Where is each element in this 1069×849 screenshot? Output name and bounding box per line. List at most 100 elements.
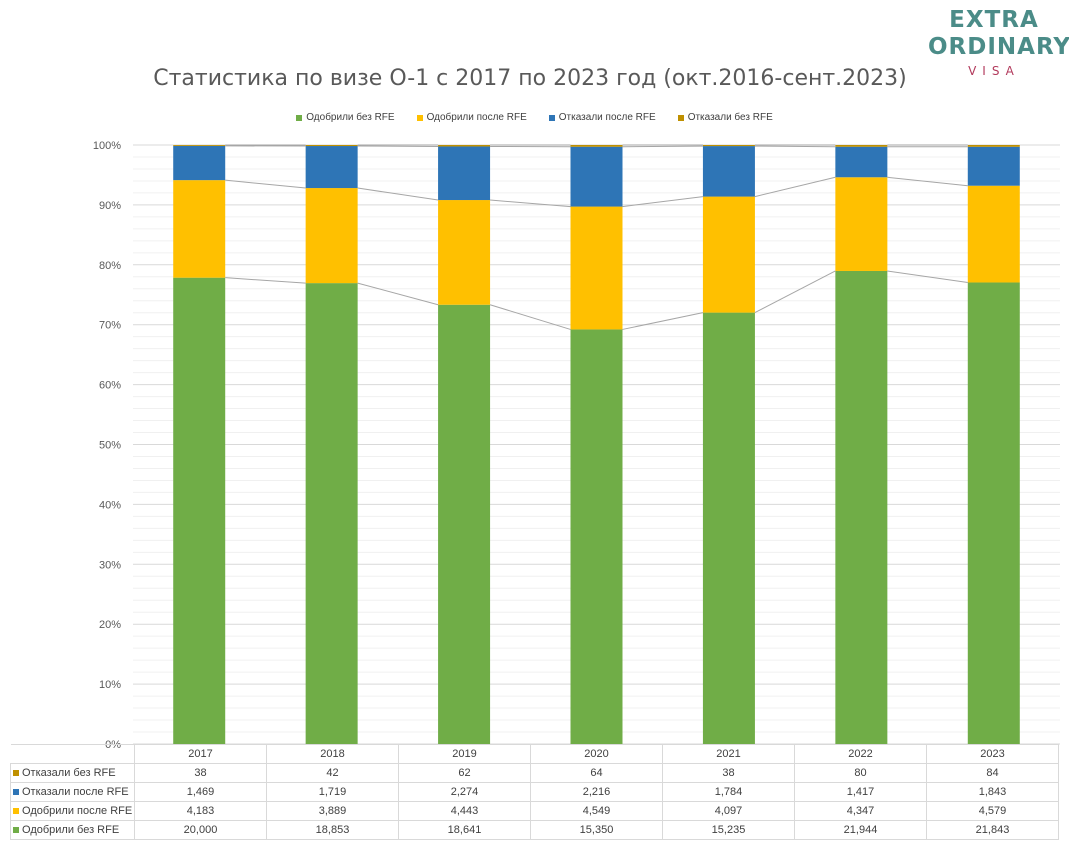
series-line [225, 179, 306, 189]
data-table-row-label-text: Одобрили после RFE [22, 805, 133, 817]
y-tick-label: 30% [99, 559, 121, 571]
legend-item: Одобрили без RFE [296, 112, 395, 123]
series-line [490, 199, 571, 208]
bar-segment [305, 146, 358, 189]
bar-segment [967, 146, 1020, 186]
data-table-row-label: Отказали после RFE [10, 782, 135, 802]
series-line [887, 270, 968, 283]
bar-segment [173, 145, 226, 146]
data-table-row-label: Одобрили после RFE [10, 801, 135, 821]
bar-segment [702, 145, 755, 147]
bar-segment [835, 177, 888, 271]
y-tick-label: 50% [99, 440, 121, 452]
data-table-row-approved-after-rfe: Одобрили после RFE 4,183 3,889 4,443 4,5… [10, 801, 1059, 821]
bar-segment [835, 146, 888, 178]
legend-key-denied-no-rfe [13, 770, 19, 777]
legend-key-approved-no-rfe [13, 827, 19, 834]
bar-segment [570, 146, 623, 207]
legend-label-approved-no-rfe: Одобрили без RFE [306, 112, 395, 123]
data-table-cell: 2,216 [530, 782, 663, 802]
legend-swatch-approved-no-rfe [296, 114, 303, 121]
legend-key-approved-after-rfe [13, 808, 19, 815]
y-tick-label: 70% [99, 320, 121, 332]
series-line [489, 304, 571, 330]
data-table-row-label-text: Отказали после RFE [22, 786, 129, 798]
data-table-row-label: Отказали без RFE [10, 763, 135, 783]
data-table-cell: 4,549 [530, 801, 663, 821]
bar-segment [702, 312, 755, 744]
bar-segment [438, 146, 491, 201]
bar-segment [570, 206, 623, 330]
data-table-row-denied-no-rfe: Отказали без RFE 38 42 62 64 38 80 84 [10, 763, 1059, 783]
data-table-category: 2021 [662, 744, 795, 764]
data-table-row-denied-after-rfe: Отказали после RFE 1,469 1,719 2,274 2,2… [10, 782, 1059, 802]
bar-segment [967, 145, 1020, 147]
bar-segment [438, 145, 491, 147]
data-table-cell: 62 [398, 763, 531, 783]
data-table-row-approved-no-rfe: Одобрили без RFE 20,000 18,853 18,641 15… [10, 820, 1059, 840]
bar-segment [305, 283, 358, 744]
y-tick-label: 10% [99, 679, 121, 691]
y-tick-label: 80% [99, 260, 121, 272]
series-line [357, 187, 439, 201]
chart-legend: Одобрили без RFE Одобрили после RFE Отка… [0, 112, 1069, 123]
data-table-cell: 15,350 [530, 820, 663, 840]
data-table-corner [10, 744, 135, 764]
series-line [754, 176, 836, 198]
legend-key-denied-after-rfe [13, 789, 19, 796]
brand-logo: EXTRA ORDINARY VISA [928, 6, 1069, 78]
data-table-cell: 3,889 [266, 801, 399, 821]
chart-title: Статистика по визе O-1 с 2017 по 2023 го… [153, 66, 907, 91]
bar-segment [438, 200, 491, 305]
y-tick-label: 100% [93, 140, 121, 152]
data-table-cell: 4,579 [926, 801, 1059, 821]
data-table-category: 2018 [266, 744, 399, 764]
series-line [225, 277, 306, 284]
data-table-cell: 4,183 [134, 801, 267, 821]
brand-logo-line1: EXTRA [949, 7, 1039, 33]
data-table-cell: 21,944 [794, 820, 927, 840]
data-table-cell: 4,097 [662, 801, 795, 821]
y-tick-label: 60% [99, 380, 121, 392]
data-table-cell: 18,641 [398, 820, 531, 840]
y-tick-label: 90% [99, 200, 121, 212]
bar-segment [702, 196, 755, 313]
data-table-cell: 20,000 [134, 820, 267, 840]
data-table-cell: 42 [266, 763, 399, 783]
data-table-cell: 80 [794, 763, 927, 783]
legend-label-denied-no-rfe: Отказали без RFE [687, 112, 773, 123]
data-table-cell: 18,853 [266, 820, 399, 840]
y-tick-label: 40% [99, 499, 121, 511]
bar-segment [173, 277, 226, 744]
data-table-cell: 84 [926, 763, 1059, 783]
series-line [622, 145, 703, 148]
brand-logo-line3: VISA [968, 64, 1020, 78]
bar-segment [570, 145, 623, 147]
bar-segment [702, 146, 755, 197]
legend-item: Отказали после RFE [548, 112, 656, 123]
data-table-cell: 21,843 [926, 820, 1059, 840]
data-table-cell: 1,469 [134, 782, 267, 802]
data-table-category: 2019 [398, 744, 531, 764]
data-table-cell: 38 [134, 763, 267, 783]
bar-segment [173, 145, 226, 181]
bar-segment [835, 270, 888, 744]
data-table-cell: 4,347 [794, 801, 927, 821]
bar-segment [967, 185, 1020, 283]
data-table-cell: 1,843 [926, 782, 1059, 802]
bar-segment [305, 145, 358, 147]
data-table-cell: 64 [530, 763, 663, 783]
bar-segment [305, 188, 358, 284]
series-line [622, 196, 703, 208]
data-table-category: 2023 [926, 744, 1059, 764]
data-table-cell: 1,784 [662, 782, 795, 802]
legend-swatch-approved-after-rfe [416, 114, 423, 121]
series-line [357, 282, 439, 306]
bar-segment [173, 180, 226, 278]
data-table-cell: 1,417 [794, 782, 927, 802]
series-line [887, 176, 968, 187]
bar-segment [835, 145, 888, 147]
data-table-cell: 1,719 [266, 782, 399, 802]
bar-segment [438, 304, 491, 744]
